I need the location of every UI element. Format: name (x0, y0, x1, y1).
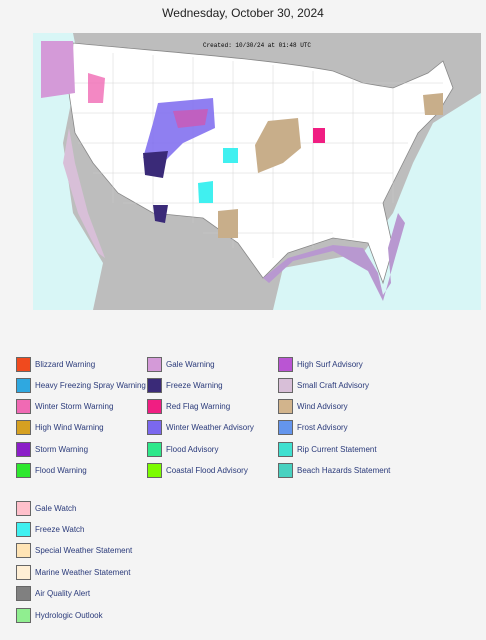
atlantic-gulf (273, 93, 481, 310)
legend-swatch (16, 463, 31, 478)
legend-item: Hydrologic Outlook (16, 607, 103, 623)
page-title: Wednesday, October 30, 2024 (162, 6, 324, 20)
legend-swatch (16, 441, 31, 457)
legend-label: Winter Storm Warning (35, 402, 114, 412)
legend-item: Freeze Watch (16, 521, 85, 537)
legend-label: Hydrologic Outlook (35, 610, 103, 620)
legend-item: Flood Warning (16, 463, 87, 478)
legend-swatch (147, 377, 162, 393)
alert-map: Created: 10/30/24 at 01:48 UTC (33, 33, 481, 310)
legend-label: Freeze Watch (35, 524, 85, 534)
wind-advisory-tx (218, 209, 238, 238)
legend-item: Special Weather Statement (16, 543, 133, 559)
legend-label: Beach Hazards Statement (297, 466, 391, 475)
legend-item: Small Craft Advisory (278, 377, 370, 393)
legend-item: Freeze Warning (147, 377, 223, 393)
legend-swatch (16, 564, 31, 580)
legend-label: Frost Advisory (297, 423, 348, 433)
legend-label: Heavy Freezing Spray Warning (35, 380, 146, 390)
legend-label: Freeze Warning (166, 380, 223, 390)
legend-label: Flood Warning (35, 466, 87, 475)
legend-label: Gale Warning (166, 359, 215, 369)
legend-swatch (16, 607, 31, 623)
legend-swatch (16, 377, 31, 393)
freeze-area (143, 151, 168, 178)
legend-swatch (147, 399, 162, 415)
legend-item: Beach Hazards Statement (278, 463, 391, 478)
legend-label: Air Quality Alert (35, 589, 91, 599)
legend-label: Gale Watch (35, 503, 77, 513)
legend-item: Coastal Flood Advisory (147, 463, 248, 478)
legend-label: Winter Weather Advisory (166, 423, 254, 433)
legend-label: High Surf Advisory (297, 359, 363, 369)
legend-swatch (278, 356, 293, 372)
legend-swatch (147, 441, 162, 457)
small-craft-west (63, 128, 105, 258)
freeze-watch-area (198, 181, 213, 203)
wind-advisory-area (255, 118, 301, 173)
legend-item: High Wind Warning (16, 420, 104, 436)
legend-item: Storm Warning (16, 441, 89, 457)
legend-item: Flood Advisory (147, 441, 219, 457)
legend-swatch (278, 463, 293, 478)
legend-label: Storm Warning (35, 444, 89, 454)
legend-label: Red Flag Warning (166, 402, 231, 412)
legend-item: Heavy Freezing Spray Warning (16, 377, 146, 393)
legend-label: Flood Advisory (166, 444, 219, 454)
legend-swatch (16, 586, 31, 602)
legend-item: Gale Warning (147, 356, 215, 372)
legend-item: Winter Weather Advisory (147, 420, 254, 436)
legend-item: Frost Advisory (278, 420, 348, 436)
legend-label: Special Weather Statement (35, 546, 133, 556)
red-flag-area (313, 128, 325, 143)
legend-swatch (278, 420, 293, 436)
legend-item: Rip Current Statement (278, 441, 377, 457)
map-created: Created: 10/30/24 at 01:48 UTC (203, 42, 311, 49)
storm-area (173, 109, 208, 128)
legend-label: High Wind Warning (35, 423, 104, 433)
legend-item: Air Quality Alert (16, 586, 91, 602)
legend-swatch (16, 356, 31, 372)
legend-swatch (147, 463, 162, 478)
legend-swatch (16, 420, 31, 436)
legend-swatch (147, 356, 162, 372)
legend-swatch (16, 521, 31, 537)
legend-item: Blizzard Warning (16, 356, 96, 372)
freeze-area-south (153, 205, 168, 223)
wind-advisory-ne (423, 93, 443, 115)
legend-label: Small Craft Advisory (297, 380, 370, 390)
legend-swatch (278, 399, 293, 415)
pacific-ocean (33, 33, 103, 310)
legend-label: Blizzard Warning (35, 359, 96, 369)
legend-label: Coastal Flood Advisory (166, 466, 248, 475)
legend-item: Wind Advisory (278, 399, 348, 415)
legend-item: Marine Weather Statement (16, 564, 131, 580)
legend-label: Rip Current Statement (297, 444, 377, 454)
legend-swatch (16, 543, 31, 559)
legend-label: Wind Advisory (297, 402, 348, 412)
legend-label: Marine Weather Statement (35, 567, 131, 577)
legend-item: High Surf Advisory (278, 356, 363, 372)
legend-swatch (16, 399, 31, 415)
legend-item: Red Flag Warning (147, 399, 231, 415)
legend-swatch (16, 500, 31, 516)
freeze-watch-area-2 (223, 148, 238, 163)
gale-warning-area (41, 41, 75, 98)
legend-swatch (147, 420, 162, 436)
legend-swatch (278, 441, 293, 457)
legend-swatch (278, 377, 293, 393)
winter-storm-area (88, 73, 105, 103)
legend-item: Winter Storm Warning (16, 399, 114, 415)
legend-item: Gale Watch (16, 500, 77, 516)
